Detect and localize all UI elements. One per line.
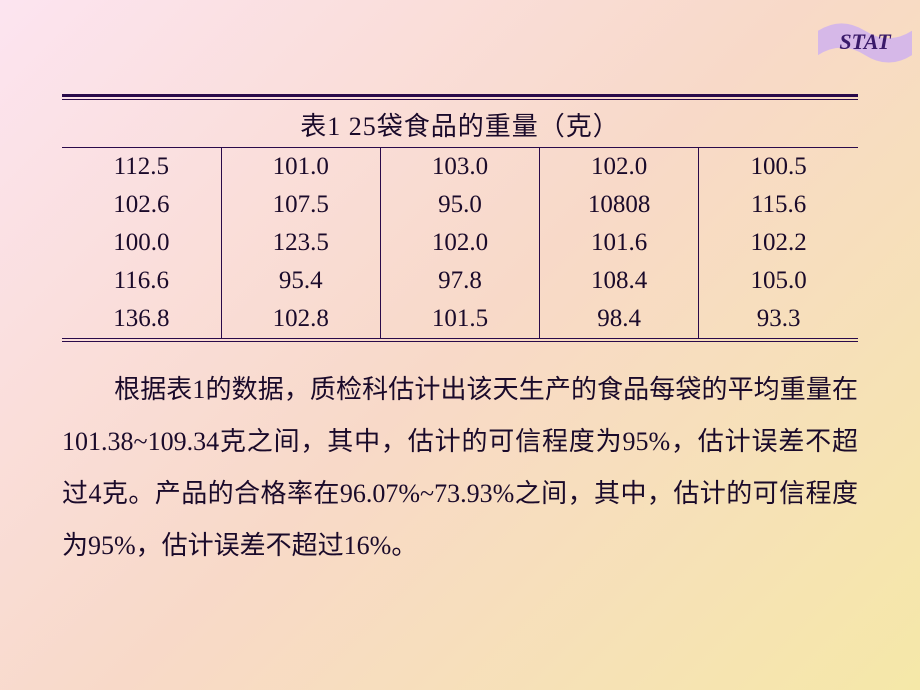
table-row: 116.695.497.8108.4105.0 — [62, 262, 858, 300]
table-cell: 102.8 — [221, 300, 380, 339]
table-row: 100.0123.5102.0101.6102.2 — [62, 224, 858, 262]
paragraph-text: 根据表1的数据，质检科估计出该天生产的食品每袋的平均重量在101.38~109.… — [62, 375, 858, 560]
table-row: 102.6107.595.010808115.6 — [62, 186, 858, 224]
table-cell: 102.6 — [62, 186, 221, 224]
stat-badge-label: STAT — [839, 29, 890, 55]
table-cell: 107.5 — [221, 186, 380, 224]
table-body: 112.5101.0103.0102.0100.5102.6107.595.01… — [62, 148, 858, 339]
rule-bottom-thin — [62, 341, 858, 342]
table-row: 112.5101.0103.0102.0100.5 — [62, 148, 858, 187]
table-cell: 102.0 — [380, 224, 539, 262]
table-cell: 123.5 — [221, 224, 380, 262]
table-caption: 表1 25袋食品的重量（克） — [62, 100, 858, 147]
table-cell: 95.0 — [380, 186, 539, 224]
table-cell: 95.4 — [221, 262, 380, 300]
table-cell: 98.4 — [540, 300, 699, 339]
table-cell: 102.0 — [540, 148, 699, 187]
rule-top-thick — [62, 94, 858, 97]
table-cell: 97.8 — [380, 262, 539, 300]
table-cell: 103.0 — [380, 148, 539, 187]
table-cell: 93.3 — [699, 300, 858, 339]
table-cell: 136.8 — [62, 300, 221, 339]
table-cell: 100.0 — [62, 224, 221, 262]
table-row: 136.8102.8101.598.493.3 — [62, 300, 858, 339]
table-cell: 10808 — [540, 186, 699, 224]
table-cell: 101.0 — [221, 148, 380, 187]
table-cell: 101.5 — [380, 300, 539, 339]
table-cell: 115.6 — [699, 186, 858, 224]
slide-content: 表1 25袋食品的重量（克） 112.5101.0103.0102.0100.5… — [0, 0, 920, 572]
table-cell: 112.5 — [62, 148, 221, 187]
table-cell: 116.6 — [62, 262, 221, 300]
table-cell: 100.5 — [699, 148, 858, 187]
table-cell: 101.6 — [540, 224, 699, 262]
table-cell: 108.4 — [540, 262, 699, 300]
table-cell: 105.0 — [699, 262, 858, 300]
weight-table: 112.5101.0103.0102.0100.5102.6107.595.01… — [62, 147, 858, 339]
stat-badge: STAT — [818, 14, 912, 70]
body-paragraph: 根据表1的数据，质检科估计出该天生产的食品每袋的平均重量在101.38~109.… — [62, 364, 858, 572]
table-cell: 102.2 — [699, 224, 858, 262]
